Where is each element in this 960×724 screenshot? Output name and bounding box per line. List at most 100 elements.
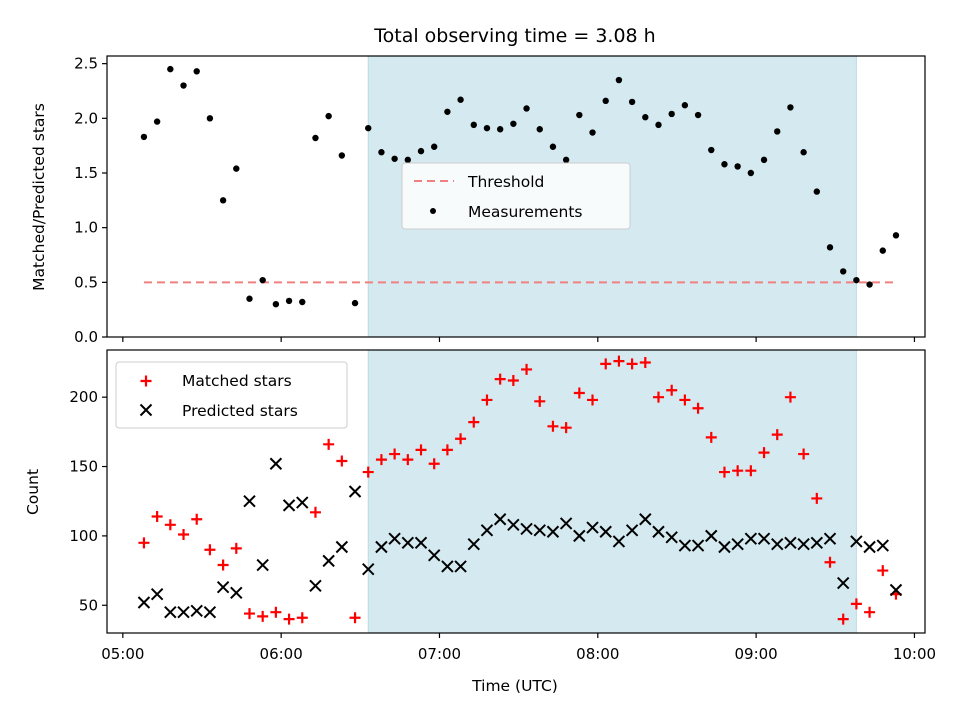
matched-star-point (428, 458, 440, 470)
predicted-star-point (784, 536, 797, 550)
predicted-star-point (256, 558, 269, 572)
measurement-point (496, 126, 504, 133)
matched-star-point (850, 598, 862, 610)
matched-star-point (441, 444, 453, 456)
predicted-star-point (718, 540, 731, 554)
predicted-star-point (810, 536, 824, 550)
matched-star-point (718, 466, 730, 478)
predicted-star-point (705, 529, 718, 543)
measurement-point (853, 276, 860, 284)
matched-star-point (481, 394, 493, 406)
measurement-point (536, 126, 543, 133)
measurement-point (193, 68, 200, 75)
predicted-star-point (639, 513, 652, 526)
matched-star-point (415, 444, 427, 456)
predicted-star-point (164, 605, 177, 619)
predicted-star-point (282, 499, 296, 512)
predicted-star-point (863, 540, 876, 554)
matched-star-point (191, 513, 203, 525)
measurement-point (734, 163, 741, 170)
matched-star-point (296, 612, 308, 624)
count-y-axis-label: Count (24, 469, 42, 515)
x-tick-label: 07:00 (418, 645, 461, 663)
measurement-point (338, 152, 346, 159)
matched-star-point (217, 559, 229, 571)
predicted-star-point (771, 538, 784, 551)
measurement-point (259, 276, 266, 284)
predicted-star-point (731, 538, 744, 551)
measurement-point (866, 281, 873, 288)
measurement-point (180, 82, 187, 89)
predicted-star-point (546, 525, 560, 538)
predicted-star-point (480, 524, 494, 537)
measurement-point (167, 65, 174, 73)
measurement-point (642, 114, 649, 121)
measurement-point (708, 146, 715, 154)
predicted-star-point (573, 529, 586, 543)
matched-star-point (151, 510, 163, 522)
measurement-point (774, 128, 781, 135)
matched-star-point (243, 608, 255, 620)
matched-star-point (824, 556, 836, 568)
matched-star-point (389, 448, 401, 460)
measurement-point (246, 295, 253, 302)
matched-star-point (547, 420, 559, 432)
measurement-point (391, 155, 398, 162)
matched-star-point (204, 544, 216, 556)
legend-measurements-swatch (430, 208, 436, 214)
measurement-point (470, 121, 477, 129)
measurement-point (826, 244, 834, 251)
predicted-star-point (797, 538, 810, 551)
matched-star-point (560, 422, 572, 434)
matched-star-point (784, 391, 796, 403)
count-y-tick-label: 50 (79, 596, 98, 614)
measurement-point (562, 156, 570, 164)
matched-star-point (375, 454, 387, 466)
predicted-star-point (269, 457, 283, 470)
measurement-point (655, 121, 662, 129)
predicted-star-point (823, 532, 837, 545)
predicted-star-point (599, 525, 612, 538)
x-axis-label: Time (UTC) (471, 677, 558, 695)
measurement-point (681, 102, 689, 109)
matched-star-point (336, 455, 348, 467)
ratio-axes-frame (106, 55, 926, 338)
count-y-tick-label: 100 (69, 527, 98, 545)
measurement-point (378, 149, 385, 156)
count-observing-window (367, 349, 857, 634)
predicted-star-point (757, 532, 771, 545)
predicted-star-point (150, 587, 164, 601)
x-tick-label: 10:00 (893, 645, 936, 663)
measurement-point (140, 133, 148, 141)
count-axes-frame (106, 349, 926, 634)
predicted-star-point (612, 535, 626, 548)
measurement-point (747, 169, 755, 177)
legend-matched-swatch (140, 375, 152, 387)
count-y-tick-label: 150 (69, 458, 98, 476)
matched-star-point (349, 612, 361, 624)
matched-star-point (494, 373, 506, 385)
predicted-star-point (836, 576, 850, 590)
matched-star-point (811, 492, 823, 504)
legend-measurements-label: Measurements (468, 203, 583, 221)
matched-star-point (613, 355, 625, 367)
measurement-point (787, 104, 794, 111)
matched-star-point (468, 416, 480, 428)
predicted-star-point (216, 581, 230, 594)
matched-star-point (362, 466, 374, 478)
matched-star-point (877, 565, 889, 577)
x-tick-label: 08:00 (576, 645, 619, 663)
ratio-y-axis-label: Matched/Predicted stars (30, 103, 48, 291)
matched-star-point (864, 606, 876, 618)
matched-star-point (732, 465, 744, 477)
measurement-point (431, 143, 438, 150)
ratio-y-tick-label: 2.5 (74, 55, 98, 73)
predicted-star-point (454, 560, 467, 573)
predicted-star-point (520, 522, 533, 536)
predicted-star-point (678, 539, 692, 552)
legend-predicted-swatch (139, 403, 153, 417)
predicted-star-point (665, 531, 678, 544)
measurement-point (233, 165, 240, 172)
predicted-star-point (850, 535, 863, 548)
predicted-star-point (375, 540, 388, 554)
